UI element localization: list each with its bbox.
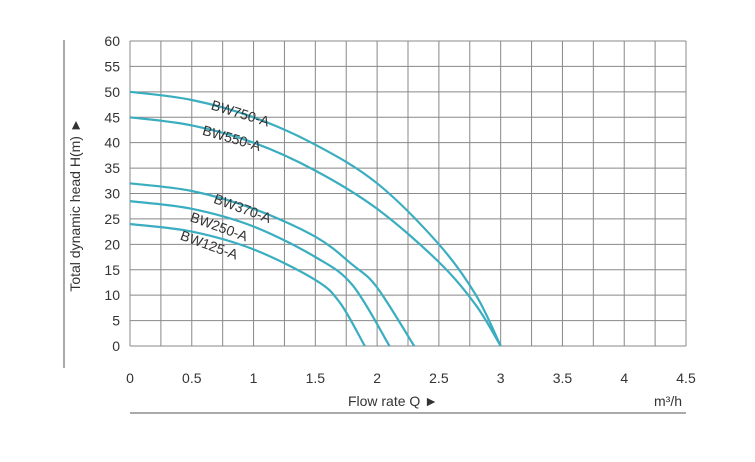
y-tick-label: 20 xyxy=(104,236,120,252)
y-tick-label: 50 xyxy=(104,84,120,100)
series-line-bw550-a xyxy=(129,116,502,347)
grid xyxy=(129,40,687,347)
x-tick-label: 1 xyxy=(250,370,258,386)
series-line-bw750-a xyxy=(129,90,502,347)
y-tick-label: 30 xyxy=(104,186,120,202)
x-tick-label: 3.5 xyxy=(553,370,573,386)
y-tick-label: 25 xyxy=(104,211,120,227)
y-tick-label: 60 xyxy=(104,33,120,49)
y-tick-label: 10 xyxy=(104,287,120,303)
y-tick-label: 5 xyxy=(112,313,120,329)
x-tick-label: 2 xyxy=(373,370,381,386)
x-tick-label: 4.5 xyxy=(676,370,696,386)
series-line-bw250-a xyxy=(129,200,391,347)
y-tick-label: 40 xyxy=(104,135,120,151)
y-tick-label: 0 xyxy=(112,338,120,354)
y-axis-label: Total dynamic head H(m) ► xyxy=(67,118,83,291)
y-tick-label: 55 xyxy=(104,58,120,74)
y-tick-label: 15 xyxy=(104,262,120,278)
x-tick-label: 3 xyxy=(497,370,505,386)
x-tick-label: 4 xyxy=(620,370,628,386)
series-label: BW550-A xyxy=(201,122,264,154)
y-tick-label: 35 xyxy=(104,160,120,176)
series-label: BW750-A xyxy=(209,97,272,130)
x-tick-label: 0 xyxy=(126,370,134,386)
series-line-bw370-a xyxy=(129,182,416,347)
x-tick-label: 0.5 xyxy=(182,370,202,386)
y-tick-labels: 0 5 10 15 20 25 30 35 40 45 50 55 60 xyxy=(104,33,120,354)
x-tick-labels: 0 0.5 1 1.5 2 2.5 3 3.5 4 4.5 xyxy=(126,370,696,386)
series-lines xyxy=(129,90,502,347)
x-tick-label: 1.5 xyxy=(306,370,326,386)
x-axis-label: Flow rate Q ► xyxy=(348,393,438,409)
series-line-bw125-a xyxy=(129,222,366,347)
x-axis-unit: m³/h xyxy=(654,393,682,409)
x-tick-label: 2.5 xyxy=(429,370,449,386)
y-tick-label: 45 xyxy=(104,109,120,125)
